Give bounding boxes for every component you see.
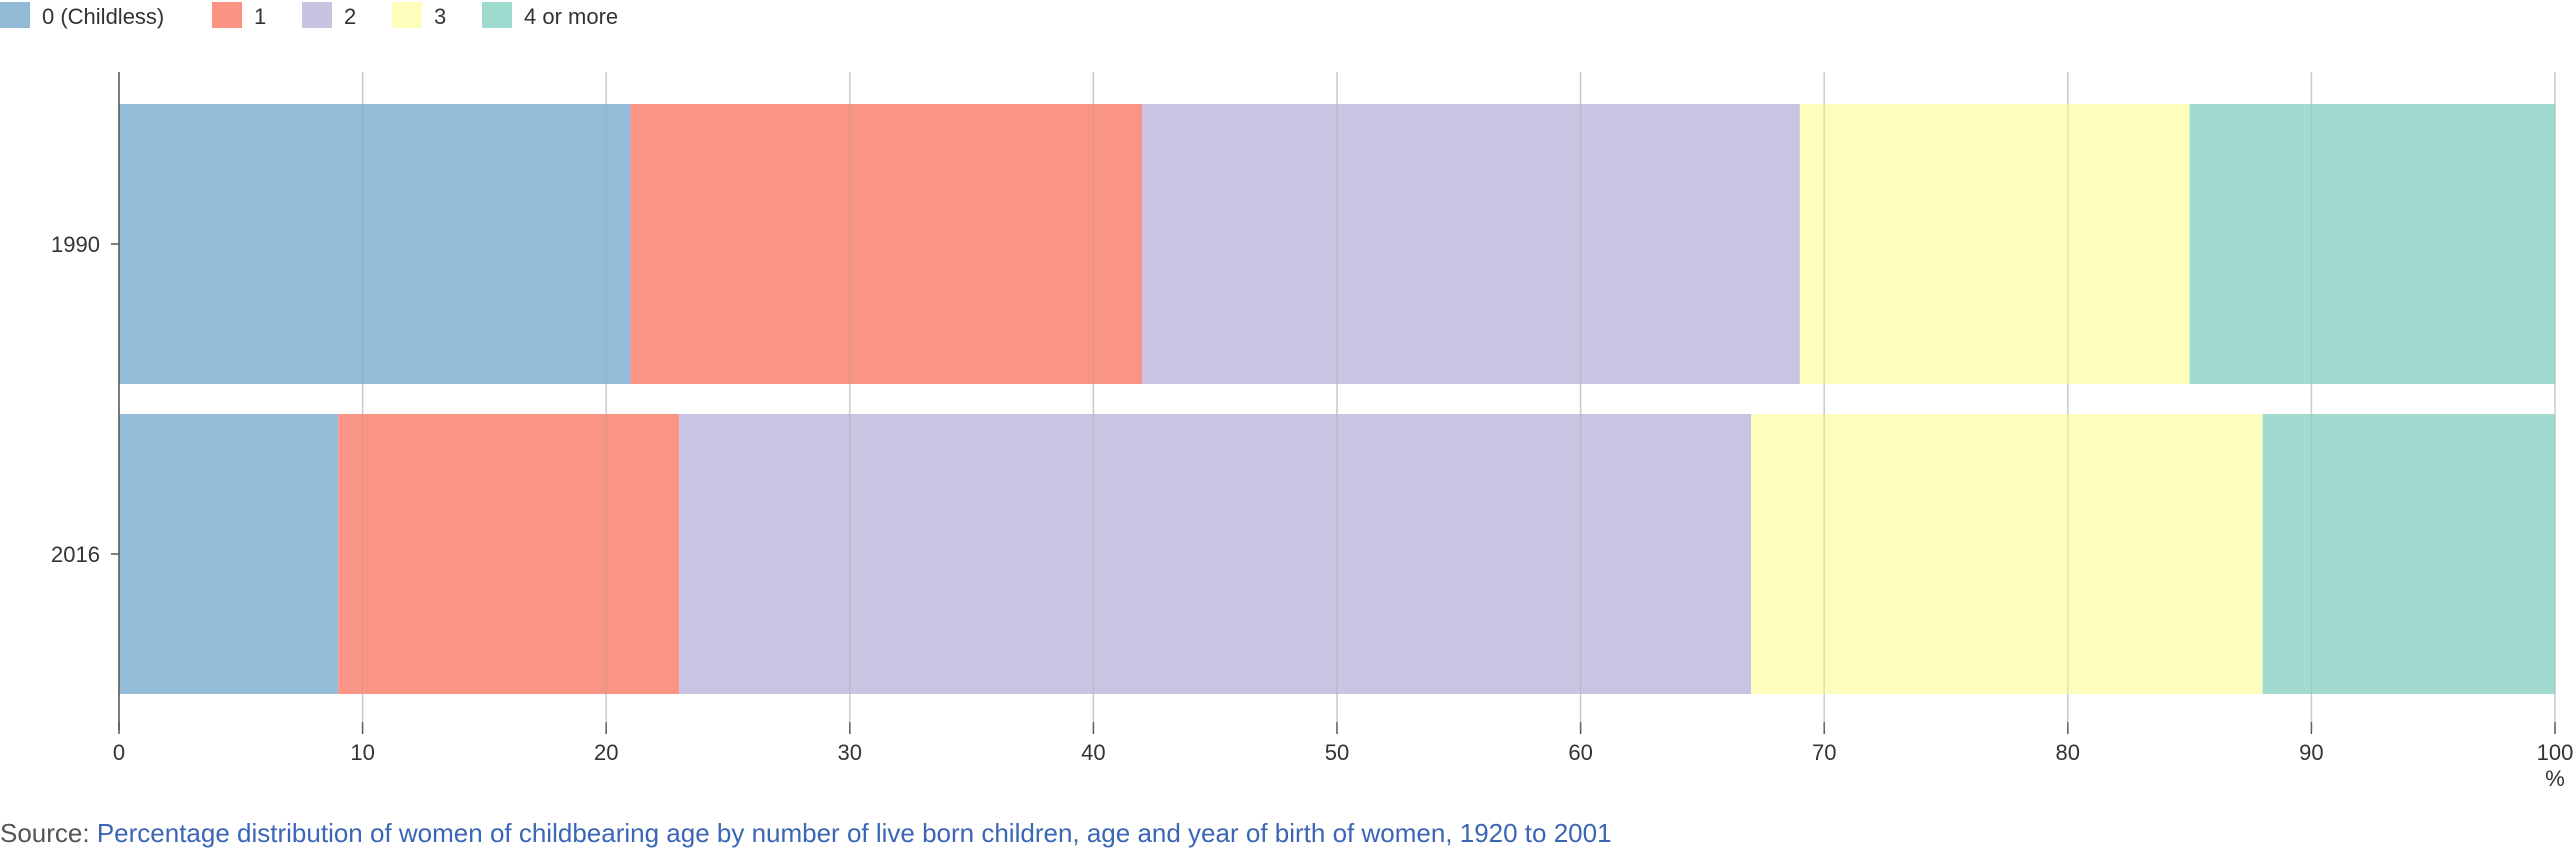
y-axis: 1990 2016 xyxy=(51,72,120,730)
legend-swatch xyxy=(0,2,30,28)
x-tick-label: 80 xyxy=(2056,740,2080,765)
x-tick-label: 100 xyxy=(2537,740,2574,765)
y-category-label: 2016 xyxy=(51,542,100,567)
x-tick-label: 20 xyxy=(594,740,618,765)
source-line: Source: Percentage distribution of women… xyxy=(0,818,1612,848)
stacked-bar-chart: 0 (Childless) 1 2 3 4 or more 0 10 20 30 40 50 60 7… xyxy=(0,2,2573,791)
legend-label: 2 xyxy=(344,4,356,29)
legend-swatch xyxy=(482,2,512,28)
bar-segment xyxy=(1799,104,2190,384)
bar-segment xyxy=(338,414,680,694)
bar-segment xyxy=(119,104,631,384)
x-tick-label: 70 xyxy=(1812,740,1836,765)
chart-bars xyxy=(119,104,2555,694)
bar-segment xyxy=(2189,104,2555,384)
legend-label: 1 xyxy=(254,4,266,29)
chart-gridlines-overlay xyxy=(361,72,2556,730)
bar-segment xyxy=(119,414,339,694)
x-tick-label: 40 xyxy=(1081,740,1105,765)
legend-swatch xyxy=(212,2,242,28)
x-tick-label: 0 xyxy=(113,740,125,765)
bar-segment xyxy=(630,104,1143,384)
x-tick-label: 60 xyxy=(1568,740,1592,765)
legend-label: 4 or more xyxy=(524,4,618,29)
y-category-label: 1990 xyxy=(51,232,100,257)
bar-segment xyxy=(1142,104,1800,384)
x-tick-label: 90 xyxy=(2299,740,2323,765)
legend-swatch xyxy=(302,2,332,28)
bar-segment xyxy=(1751,414,2263,694)
bar-segment xyxy=(679,414,1752,694)
source-prefix: Source: xyxy=(0,818,97,848)
legend-label: 3 xyxy=(434,4,446,29)
x-unit-label: % xyxy=(2545,766,2565,791)
x-tick-label: 50 xyxy=(1325,740,1349,765)
x-axis: 0 10 20 30 40 50 60 70 80 90 100% xyxy=(113,722,2573,791)
x-tick-label: 10 xyxy=(350,740,374,765)
x-tick-label: 30 xyxy=(838,740,862,765)
legend-swatch xyxy=(392,2,422,28)
legend-label: 0 (Childless) xyxy=(42,4,164,29)
chart-legend: 0 (Childless) 1 2 3 4 or more xyxy=(0,2,618,29)
bar-segment xyxy=(2262,414,2555,694)
source-link[interactable]: Percentage distribution of women of chil… xyxy=(96,818,1612,848)
